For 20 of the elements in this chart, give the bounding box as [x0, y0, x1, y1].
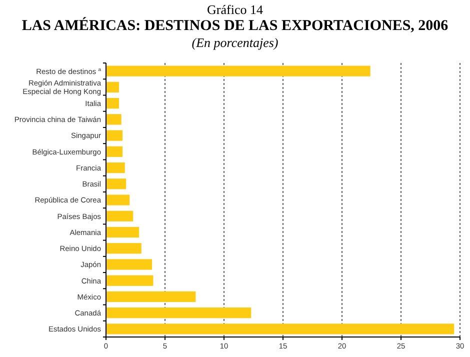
bar — [106, 82, 119, 92]
chart-subtitle: (En porcentajes) — [192, 35, 278, 50]
bar — [106, 66, 370, 76]
bar — [106, 162, 125, 174]
bar — [106, 324, 454, 334]
bar — [106, 146, 123, 157]
bar — [106, 275, 154, 286]
bar — [106, 98, 119, 109]
chart-title: LAS AMÉRICAS: DESTINOS DE LAS EXPORTACIONES, 2006 — [22, 17, 449, 34]
bar — [106, 308, 252, 318]
bar — [106, 130, 123, 141]
bar — [106, 178, 126, 190]
text: Gráfico 14 — [207, 2, 264, 17]
bar — [106, 226, 140, 238]
bar — [106, 291, 196, 302]
bar — [106, 194, 130, 206]
bar — [106, 259, 152, 270]
bar — [106, 210, 134, 222]
bar — [106, 243, 142, 254]
bar — [106, 114, 122, 125]
